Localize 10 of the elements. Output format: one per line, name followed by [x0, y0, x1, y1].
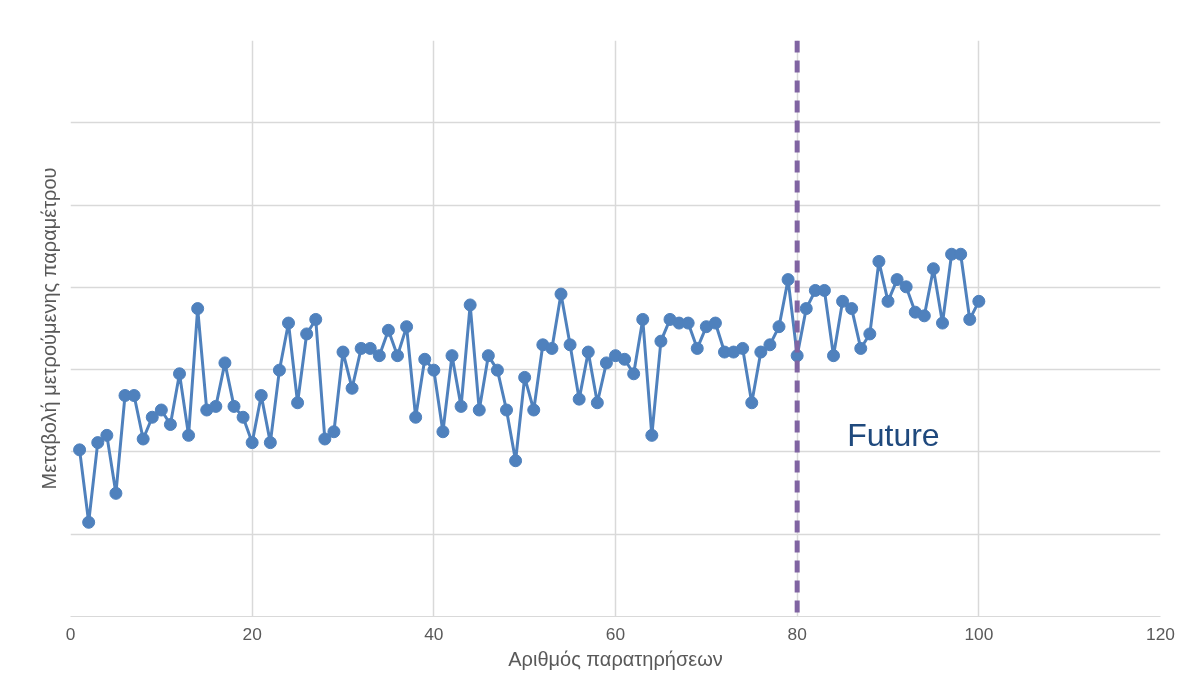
x-tick-label: 120 [1146, 623, 1175, 644]
x-tick-label: 100 [964, 623, 994, 644]
x-tick-label: 20 [242, 623, 262, 644]
x-axis-title: Αριθμός παρατηρήσεων [508, 647, 723, 670]
x-tick-label: 0 [65, 623, 76, 644]
x-tick-label: 40 [424, 623, 444, 644]
ref-line-label: Future [847, 417, 940, 454]
y-axis-title: Μεταβολή μετρούμενης παραμέτρου [37, 167, 60, 490]
x-tick-label: 80 [787, 623, 807, 644]
x-tick-label: 60 [605, 623, 626, 644]
